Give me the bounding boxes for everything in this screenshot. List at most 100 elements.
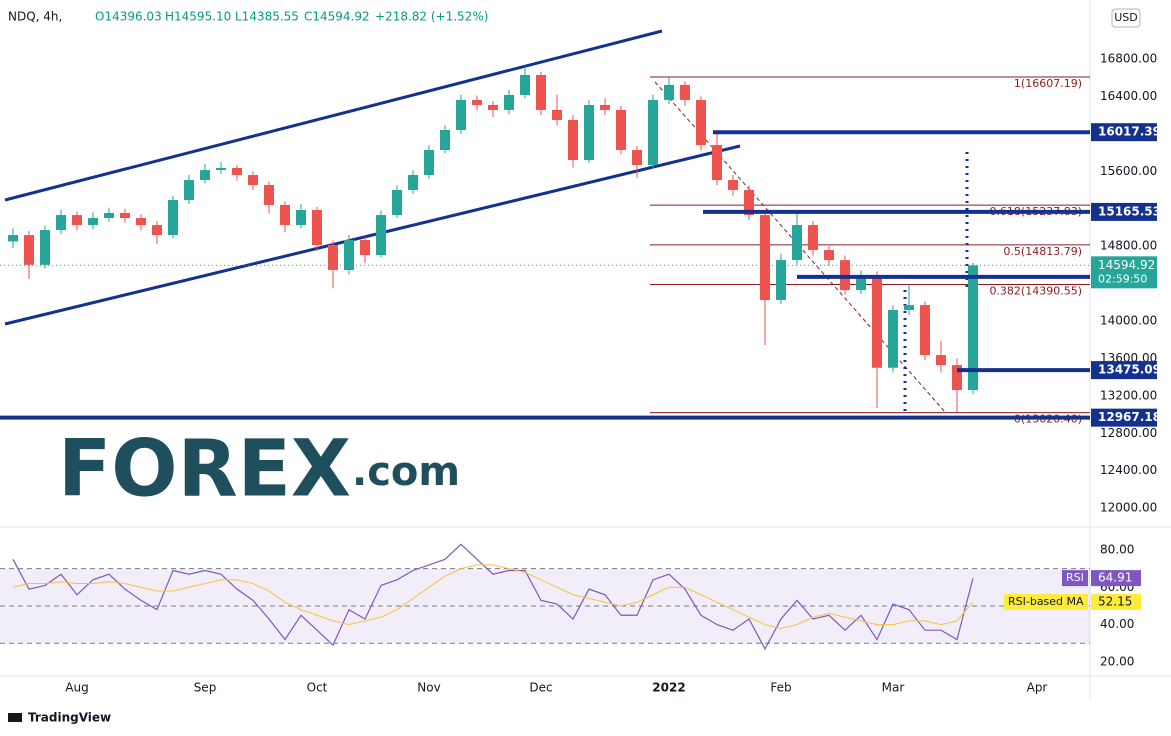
level-label: 12967.18 bbox=[1098, 410, 1161, 424]
candle-body bbox=[696, 99, 706, 146]
level-label: 15165.53 bbox=[1098, 204, 1161, 218]
candle-body bbox=[616, 109, 626, 151]
y-tick-label: 12000.00 bbox=[1100, 501, 1157, 515]
y-tick-label: 12400.00 bbox=[1100, 463, 1157, 477]
y-tick-label: 14800.00 bbox=[1100, 239, 1157, 253]
legend-label: RSI bbox=[1066, 571, 1084, 584]
level-tag bbox=[1091, 202, 1157, 221]
candle-body bbox=[952, 365, 962, 391]
candle-body bbox=[520, 74, 530, 95]
candle-body bbox=[568, 119, 578, 161]
ohlc-low: L14385.55 bbox=[235, 10, 299, 24]
candle-body bbox=[728, 180, 738, 190]
candle-body bbox=[760, 215, 770, 301]
candle-body bbox=[872, 275, 882, 368]
value-tag bbox=[1091, 570, 1141, 587]
candle-body bbox=[24, 235, 34, 265]
candle-body bbox=[104, 212, 114, 219]
candle-body bbox=[744, 189, 754, 216]
x-tick-label: Sep bbox=[194, 681, 217, 695]
y-tick-label: 20.00 bbox=[1100, 654, 1134, 668]
candle-body bbox=[440, 129, 450, 151]
candle-body bbox=[328, 245, 338, 270]
last-price-tag bbox=[1091, 256, 1157, 289]
y-tick-label: 13200.00 bbox=[1100, 388, 1157, 402]
ohlc-change: +218.82 (+1.52%) bbox=[375, 10, 488, 24]
candle-body bbox=[920, 305, 930, 356]
candle-body bbox=[456, 99, 466, 130]
candle-body bbox=[280, 204, 290, 226]
candle-body bbox=[168, 199, 178, 236]
candle-body bbox=[776, 260, 786, 301]
candle-body bbox=[488, 105, 498, 110]
candle-body bbox=[632, 150, 642, 165]
candle-body bbox=[472, 99, 482, 105]
candle-body bbox=[600, 105, 610, 110]
candle-body bbox=[552, 109, 562, 120]
candle-body bbox=[216, 167, 226, 171]
level-tag bbox=[1091, 123, 1157, 142]
currency: USD bbox=[1114, 11, 1138, 24]
candle-body bbox=[360, 240, 370, 256]
y-tick-label: 14000.00 bbox=[1100, 313, 1157, 327]
legend-label: RSI-based MA bbox=[1008, 595, 1084, 608]
logo-domain: .com bbox=[352, 449, 460, 495]
candle-body bbox=[968, 265, 978, 391]
y-tick-label: 15600.00 bbox=[1100, 164, 1157, 178]
candle-body bbox=[856, 275, 866, 291]
candle-body bbox=[664, 84, 674, 100]
candle-body bbox=[312, 210, 322, 245]
candle-body bbox=[72, 215, 82, 226]
candle-body bbox=[344, 240, 354, 270]
y-tick-label: 16800.00 bbox=[1100, 51, 1157, 65]
tv-icon bbox=[8, 713, 22, 722]
level-tag bbox=[1091, 408, 1157, 427]
candle-body bbox=[648, 99, 658, 165]
candle-body bbox=[40, 230, 50, 265]
candle-body bbox=[8, 235, 18, 242]
footer: TradingView bbox=[28, 711, 111, 725]
value-label: 64.91 bbox=[1098, 571, 1132, 585]
level-tag bbox=[1091, 361, 1157, 380]
x-tick-label: 2022 bbox=[652, 681, 685, 695]
candle-body bbox=[264, 185, 274, 205]
candle-body bbox=[296, 210, 306, 226]
candle-body bbox=[424, 150, 434, 175]
x-tick-label: Aug bbox=[65, 681, 88, 695]
candle-body bbox=[184, 180, 194, 200]
candle-body bbox=[584, 105, 594, 161]
x-tick-label: Oct bbox=[307, 681, 328, 695]
series-tag bbox=[1004, 593, 1088, 610]
y-tick-label: 16400.00 bbox=[1100, 89, 1157, 103]
candle-body bbox=[536, 74, 546, 110]
candle-body bbox=[56, 215, 66, 231]
candle-body bbox=[504, 94, 514, 110]
candle-body bbox=[88, 218, 98, 226]
candle-body bbox=[120, 212, 130, 219]
channel-lower bbox=[4, 144, 741, 326]
candle-body bbox=[904, 305, 914, 311]
ohlc-close: C14594.92 bbox=[304, 10, 370, 24]
x-tick-label: Dec bbox=[529, 681, 552, 695]
value-label: 52.15 bbox=[1098, 594, 1132, 608]
candle-body bbox=[936, 355, 946, 366]
logo-name: FOREX bbox=[58, 424, 351, 514]
candle-body bbox=[392, 189, 402, 216]
rsi-line bbox=[12, 564, 974, 629]
channel-upper bbox=[4, 29, 663, 202]
level-label: 13475.09 bbox=[1098, 363, 1161, 377]
candle-body bbox=[248, 175, 258, 186]
fib-label: 0.382(14390.55) bbox=[989, 284, 1082, 297]
symbol: NDQ, 4h, bbox=[8, 10, 62, 24]
candle-body bbox=[200, 170, 210, 181]
candle-body bbox=[680, 84, 690, 100]
x-tick-label: Feb bbox=[770, 681, 791, 695]
fib-label: 0.5(14813.79) bbox=[1003, 245, 1082, 258]
y-tick-label: 80.00 bbox=[1100, 542, 1134, 556]
x-tick-label: Nov bbox=[417, 681, 440, 695]
rsi-line bbox=[12, 543, 974, 651]
candle-body bbox=[712, 145, 722, 181]
candle-body bbox=[808, 225, 818, 251]
x-tick-label: Apr bbox=[1027, 681, 1048, 695]
